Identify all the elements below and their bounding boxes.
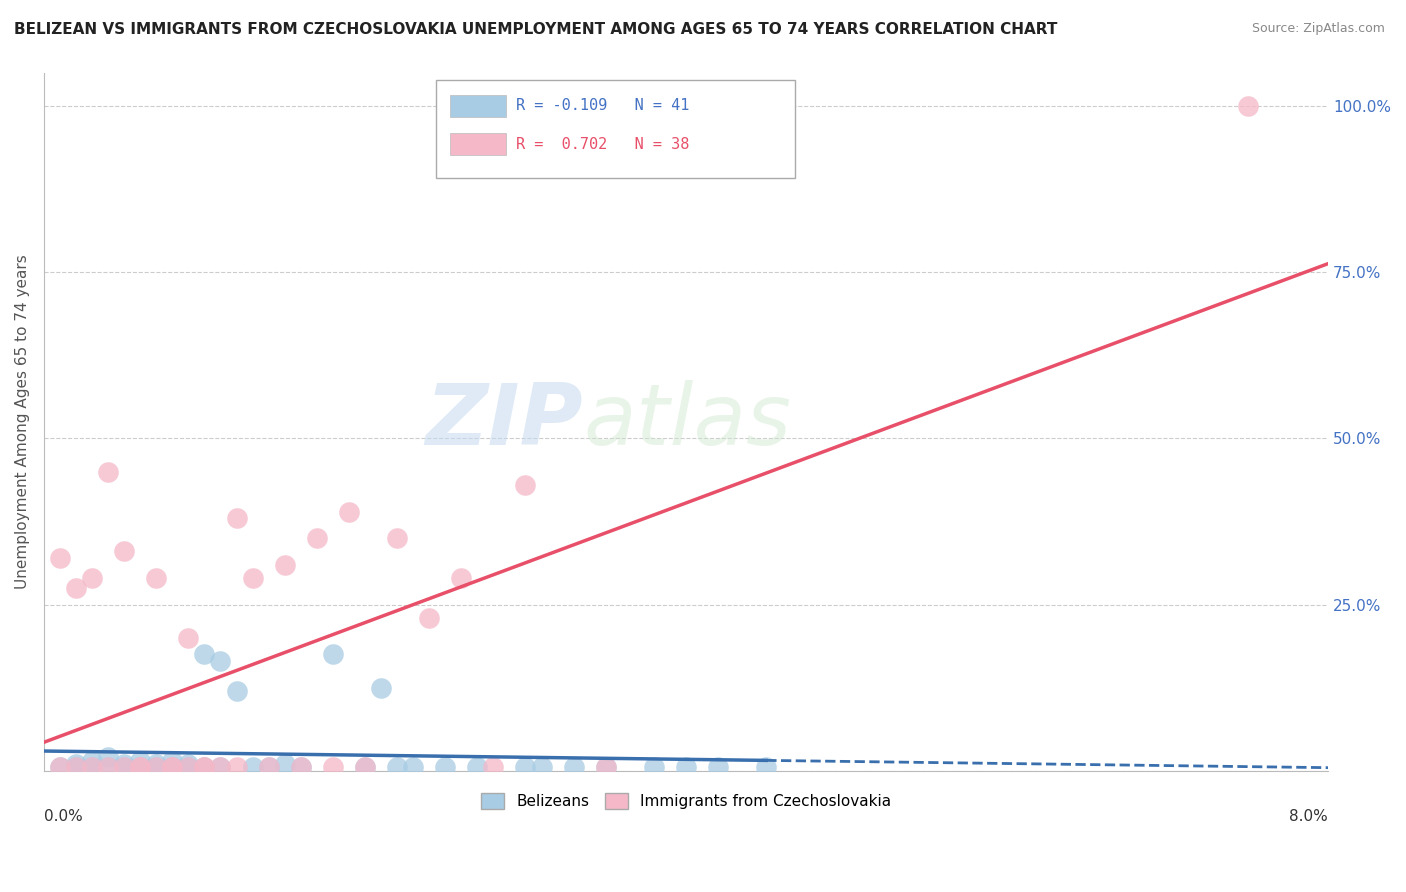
Point <box>1237 99 1260 113</box>
Point <box>465 760 488 774</box>
Point <box>385 760 408 774</box>
Point <box>162 760 184 774</box>
Point <box>595 760 617 774</box>
Point <box>97 760 120 774</box>
Point <box>273 757 295 772</box>
Point <box>193 760 215 774</box>
Point <box>337 504 360 518</box>
Text: R =  0.702   N = 38: R = 0.702 N = 38 <box>516 136 690 152</box>
Point <box>65 757 87 772</box>
Point <box>562 760 585 774</box>
Point <box>450 571 472 585</box>
Point <box>65 760 87 774</box>
Point <box>129 760 152 774</box>
Point <box>434 760 457 774</box>
Point <box>177 760 200 774</box>
Text: Source: ZipAtlas.com: Source: ZipAtlas.com <box>1251 22 1385 36</box>
Point <box>257 760 280 774</box>
Text: ZIP: ZIP <box>426 380 583 463</box>
Point <box>65 760 87 774</box>
Point <box>112 757 135 772</box>
Text: BELIZEAN VS IMMIGRANTS FROM CZECHOSLOVAKIA UNEMPLOYMENT AMONG AGES 65 TO 74 YEAR: BELIZEAN VS IMMIGRANTS FROM CZECHOSLOVAK… <box>14 22 1057 37</box>
Text: 8.0%: 8.0% <box>1289 809 1329 824</box>
Point <box>257 760 280 774</box>
Point <box>209 654 232 668</box>
Point <box>418 611 440 625</box>
Point <box>145 760 167 774</box>
Point <box>65 581 87 595</box>
Text: 0.0%: 0.0% <box>44 809 83 824</box>
Point <box>112 760 135 774</box>
Point <box>643 760 665 774</box>
Point <box>482 760 505 774</box>
Point <box>162 754 184 768</box>
Text: R = -0.109   N = 41: R = -0.109 N = 41 <box>516 98 690 113</box>
Point <box>49 760 72 774</box>
Point <box>97 760 120 774</box>
Point <box>49 551 72 566</box>
Point <box>755 760 778 774</box>
FancyBboxPatch shape <box>436 80 796 178</box>
Point <box>162 760 184 774</box>
Point <box>162 760 184 774</box>
Point <box>530 760 553 774</box>
Point <box>80 760 103 774</box>
Point <box>97 750 120 764</box>
Point <box>177 757 200 772</box>
Point <box>145 571 167 585</box>
Point <box>385 531 408 545</box>
Point <box>209 760 232 774</box>
Text: atlas: atlas <box>583 380 792 463</box>
Point <box>515 478 537 492</box>
Point <box>273 558 295 572</box>
Point <box>290 760 312 774</box>
Point <box>370 681 392 695</box>
Point <box>112 544 135 558</box>
Point <box>145 760 167 774</box>
Point <box>177 760 200 774</box>
Point <box>129 760 152 774</box>
Point <box>49 760 72 774</box>
Point <box>193 760 215 774</box>
Point <box>402 760 425 774</box>
Point <box>242 571 264 585</box>
Y-axis label: Unemployment Among Ages 65 to 74 years: Unemployment Among Ages 65 to 74 years <box>15 254 30 590</box>
Point <box>515 760 537 774</box>
Point <box>354 760 377 774</box>
Point <box>675 760 697 774</box>
Point <box>177 631 200 645</box>
Point <box>145 757 167 772</box>
Point <box>129 760 152 774</box>
Legend: Belizeans, Immigrants from Czechoslovakia: Belizeans, Immigrants from Czechoslovaki… <box>475 787 897 815</box>
FancyBboxPatch shape <box>450 95 506 117</box>
Point <box>112 760 135 774</box>
Point <box>707 760 730 774</box>
Point <box>322 648 344 662</box>
Point <box>305 531 328 545</box>
Point <box>80 760 103 774</box>
Point <box>193 760 215 774</box>
Point <box>225 760 247 774</box>
Point <box>97 465 120 479</box>
Point <box>225 511 247 525</box>
Point <box>193 648 215 662</box>
Point <box>209 760 232 774</box>
Point <box>225 684 247 698</box>
Point <box>80 571 103 585</box>
Point <box>80 754 103 768</box>
Point <box>354 760 377 774</box>
FancyBboxPatch shape <box>450 133 506 155</box>
Point <box>595 760 617 774</box>
Point <box>290 760 312 774</box>
Point <box>322 760 344 774</box>
Point <box>129 754 152 768</box>
Point <box>242 760 264 774</box>
